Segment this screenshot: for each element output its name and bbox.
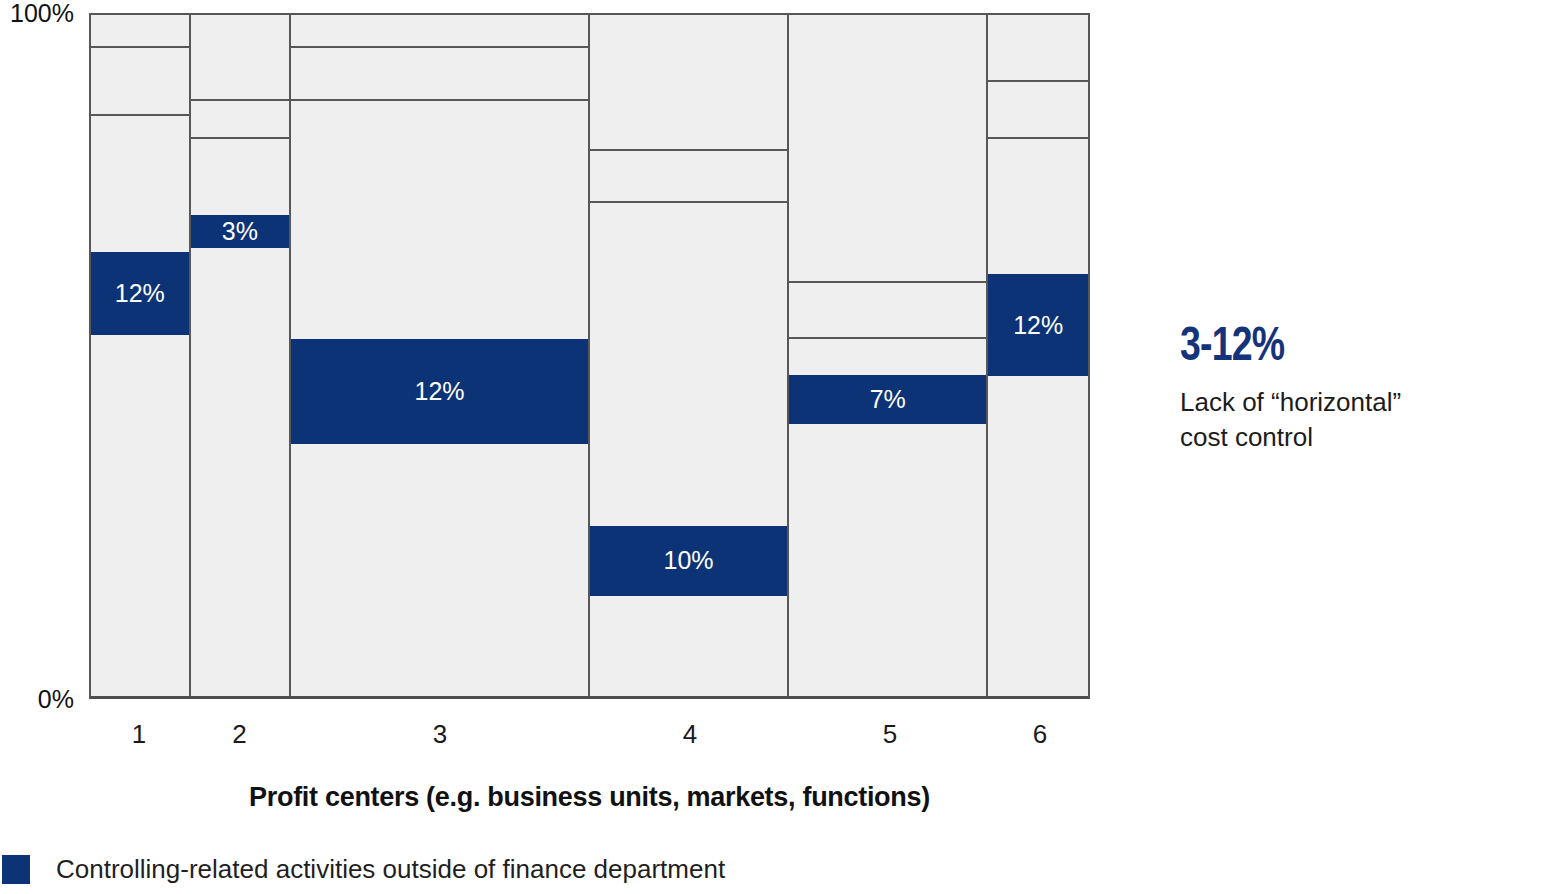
legend: Controlling-related activities outside o…	[2, 854, 725, 885]
legend-swatch	[2, 855, 30, 884]
segment-col5	[789, 15, 986, 283]
segment-col1	[91, 48, 189, 117]
y-axis-min-label: 0%	[0, 685, 74, 714]
segment-col5	[789, 339, 986, 376]
highlight-segment-col3: 12%	[291, 339, 588, 444]
x-tick-5: 5	[883, 719, 897, 750]
segment-col3	[291, 444, 588, 696]
annotation: 3-12% Lack of “horizontal” cost control	[1180, 316, 1540, 455]
annotation-body: Lack of “horizontal” cost control	[1180, 385, 1540, 455]
segment-col3	[291, 48, 588, 102]
segment-col3	[291, 101, 588, 338]
highlight-segment-col5: 7%	[789, 375, 986, 424]
segment-col2	[191, 248, 290, 696]
x-tick-2: 2	[232, 719, 246, 750]
segment-col6	[988, 376, 1088, 696]
segment-col2	[191, 101, 290, 139]
segment-col1	[91, 15, 189, 48]
column-5: 7%	[789, 15, 988, 696]
x-tick-3: 3	[433, 719, 447, 750]
segment-col5	[789, 283, 986, 339]
segment-col3	[291, 15, 588, 48]
segment-col4	[590, 151, 787, 203]
segment-col6	[988, 82, 1088, 140]
segment-col1	[91, 335, 189, 696]
segment-col1	[91, 116, 189, 252]
highlight-segment-col2: 3%	[191, 215, 290, 249]
chart-plot-area: 12%3%12%10%7%12%	[89, 13, 1090, 699]
segment-col4	[590, 596, 787, 696]
segment-col6	[988, 15, 1088, 82]
segment-col2	[191, 139, 290, 214]
x-tick-1: 1	[132, 719, 146, 750]
x-axis-title: Profit centers (e.g. business units, mar…	[89, 782, 1090, 813]
annotation-body-line1: Lack of “horizontal”	[1180, 385, 1540, 420]
segment-col2	[191, 15, 290, 101]
x-tick-6: 6	[1033, 719, 1047, 750]
column-3: 12%	[291, 15, 590, 696]
column-2: 3%	[191, 15, 292, 696]
column-4: 10%	[590, 15, 789, 696]
column-1: 12%	[91, 15, 191, 696]
highlight-segment-col6: 12%	[988, 274, 1088, 376]
annotation-headline: 3-12%	[1180, 316, 1461, 371]
segment-col5	[789, 424, 986, 696]
legend-label: Controlling-related activities outside o…	[56, 854, 725, 885]
x-tick-labels: 1 2 3 4 5 6	[89, 719, 1090, 753]
y-axis-max-label: 100%	[0, 0, 74, 28]
segment-col6	[988, 139, 1088, 274]
x-tick-4: 4	[683, 719, 697, 750]
annotation-body-line2: cost control	[1180, 420, 1540, 455]
highlight-segment-col4: 10%	[590, 526, 787, 595]
column-6: 12%	[988, 15, 1088, 696]
segment-col4	[590, 15, 787, 151]
highlight-segment-col1: 12%	[91, 252, 189, 334]
segment-col4	[590, 203, 787, 527]
mekko-chart-canvas: 100% 12%3%12%10%7%12% 0% 123456 Profit c…	[0, 0, 1560, 894]
